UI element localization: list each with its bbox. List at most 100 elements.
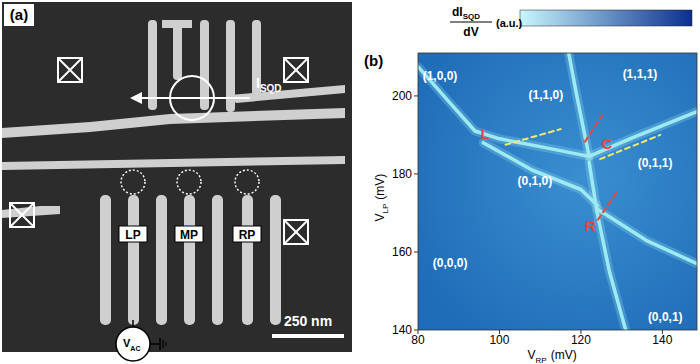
lower-finger: [212, 195, 223, 325]
source-label: VAC: [123, 337, 140, 352]
ground: [162, 340, 163, 348]
chart-panel: (b) dISQD dV (a.u.) (1,0,0) (1,1,0) (1,1,1) (0,…: [364, 5, 697, 364]
lower-finger: [100, 195, 111, 325]
map-background: [418, 53, 697, 330]
lower-finger: [156, 195, 167, 325]
y-tick: [414, 251, 418, 252]
ground: [166, 342, 167, 346]
transition-line: [589, 112, 697, 157]
contact-box: [10, 203, 34, 227]
current-label: ISQD: [256, 75, 282, 94]
y-tick: [414, 95, 418, 96]
gate-label: LP: [125, 228, 140, 242]
transition-line: [589, 162, 626, 330]
y-axis-label: VLP(mV): [373, 174, 390, 222]
text-unit: (mV): [373, 174, 387, 200]
dot-circle: [177, 170, 201, 194]
lower-finger: [184, 195, 195, 325]
contact-box: [58, 58, 82, 82]
state-label: (0,1,1): [638, 156, 673, 170]
wire: [150, 343, 160, 345]
contact-cross: [284, 220, 308, 244]
dashed-guide: [585, 115, 602, 141]
upper-lead: [230, 85, 345, 103]
state-label: (0,1,0): [518, 174, 553, 188]
contact-cross: [10, 203, 34, 227]
text-sub: LP: [381, 204, 390, 214]
x-tick-label: 100: [489, 333, 509, 347]
gate-label-box: [233, 226, 261, 242]
panel-label: (a): [10, 6, 28, 23]
y-tick-label: 140: [392, 323, 412, 337]
y-tick-label: 200: [392, 89, 412, 103]
ground: [159, 338, 161, 350]
wire: [132, 320, 134, 327]
text-sub: SQD: [463, 12, 481, 21]
x-axis-label: VRP(mV): [528, 348, 577, 364]
plot-frame: [418, 53, 697, 330]
x-tick-label: 120: [571, 333, 591, 347]
transition-line: [418, 67, 589, 157]
point-label: C: [602, 135, 613, 152]
state-label: (0,0,1): [648, 310, 683, 324]
point-label: L: [481, 125, 490, 142]
lower-finger: [242, 195, 253, 325]
line-glow: [589, 162, 626, 330]
panel-label-box: [4, 4, 34, 26]
y-tick: [414, 173, 418, 174]
state-label: (1,1,0): [529, 88, 564, 102]
current-arrow: [138, 97, 250, 99]
arrow-head: [130, 92, 142, 104]
source-circle: [116, 327, 150, 361]
state-label: (1,1,1): [623, 67, 658, 81]
state-label: (0,0,0): [433, 256, 468, 270]
ohmic-contact: [58, 58, 82, 82]
y-tick: [414, 330, 418, 331]
colorbar-denominator: dV: [463, 25, 478, 39]
contact-cross: [284, 220, 308, 244]
y-tick-label: 180: [392, 167, 412, 181]
lower-finger: [128, 195, 139, 325]
line-glow: [589, 112, 697, 157]
sqd-gate: [2, 108, 345, 138]
device-panel: (a) LP MP RP ISQD 250 nm VAC: [2, 2, 352, 361]
upper-finger: [148, 20, 157, 110]
text-sub: SQD: [260, 83, 282, 94]
barrier-gate: [2, 156, 345, 170]
contact-cross: [58, 58, 82, 82]
x-tick-label: 140: [652, 333, 672, 347]
ohmic-contact: [284, 58, 308, 82]
colorbar: [520, 10, 692, 26]
colorbar-unit: (a.u.): [496, 17, 523, 29]
text-sub: AC: [130, 345, 140, 352]
dot-circle: [235, 170, 259, 194]
contact-cross: [10, 203, 34, 227]
dashed-guide: [598, 190, 618, 219]
ohmic-contact: [10, 203, 34, 227]
contact-cross: [284, 58, 308, 82]
scale-bar-label: 250 nm: [284, 313, 332, 329]
gate-label-box: [175, 226, 203, 242]
data-group: [418, 53, 697, 330]
point-label: R: [585, 217, 596, 234]
ohmic-contact: [284, 220, 308, 244]
dot-circle: [121, 170, 145, 194]
gate-label: MP: [180, 228, 198, 242]
state-label: (1,0,0): [423, 69, 458, 83]
panel-label: (b): [364, 52, 383, 69]
text-main: V: [528, 348, 536, 362]
lower-finger: [270, 195, 281, 325]
gate-label: RP: [239, 228, 256, 242]
upper-finger: [173, 20, 182, 80]
contact-box: [284, 58, 308, 82]
sem-image: [2, 2, 352, 352]
y-tick-label: 160: [392, 245, 412, 259]
contact-cross: [58, 58, 82, 82]
gate-label-box: [119, 226, 147, 242]
upper-finger: [200, 20, 209, 110]
text-main: dI: [452, 5, 463, 19]
scale-bar: [272, 334, 344, 338]
transition-line: [597, 209, 697, 264]
transition-line: [483, 143, 597, 206]
dashed-guide: [506, 129, 561, 145]
